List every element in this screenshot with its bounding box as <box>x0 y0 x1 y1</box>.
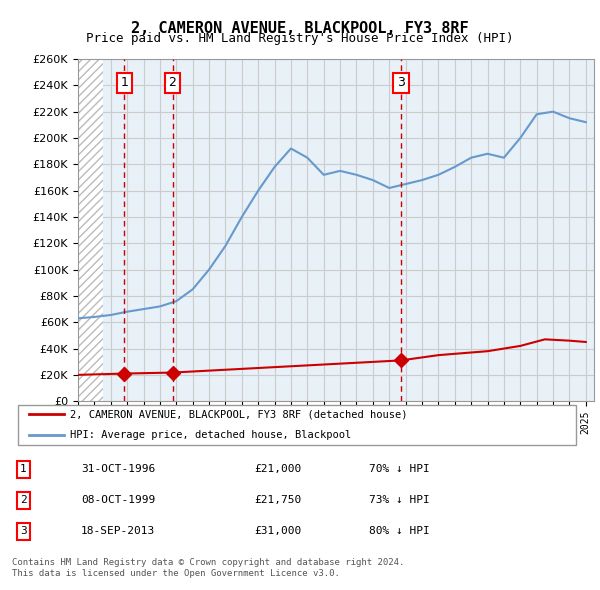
Text: £21,000: £21,000 <box>254 464 301 474</box>
Text: HPI: Average price, detached house, Blackpool: HPI: Average price, detached house, Blac… <box>70 430 351 440</box>
Text: 2: 2 <box>20 496 27 505</box>
Text: 2, CAMERON AVENUE, BLACKPOOL, FY3 8RF (detached house): 2, CAMERON AVENUE, BLACKPOOL, FY3 8RF (d… <box>70 409 407 419</box>
Text: 18-SEP-2013: 18-SEP-2013 <box>81 526 155 536</box>
Bar <box>78 59 103 401</box>
Text: Contains HM Land Registry data © Crown copyright and database right 2024.: Contains HM Land Registry data © Crown c… <box>12 558 404 566</box>
Text: 2, CAMERON AVENUE, BLACKPOOL, FY3 8RF: 2, CAMERON AVENUE, BLACKPOOL, FY3 8RF <box>131 21 469 35</box>
Text: 1: 1 <box>121 77 128 90</box>
Text: 2: 2 <box>169 77 176 90</box>
FancyBboxPatch shape <box>18 405 577 445</box>
Text: 70% ↓ HPI: 70% ↓ HPI <box>369 464 430 474</box>
Text: 08-OCT-1999: 08-OCT-1999 <box>81 496 155 505</box>
Text: 73% ↓ HPI: 73% ↓ HPI <box>369 496 430 505</box>
Text: 31-OCT-1996: 31-OCT-1996 <box>81 464 155 474</box>
Text: This data is licensed under the Open Government Licence v3.0.: This data is licensed under the Open Gov… <box>12 569 340 578</box>
Text: 80% ↓ HPI: 80% ↓ HPI <box>369 526 430 536</box>
Text: 3: 3 <box>20 526 27 536</box>
Text: Price paid vs. HM Land Registry's House Price Index (HPI): Price paid vs. HM Land Registry's House … <box>86 32 514 45</box>
Text: 1: 1 <box>20 464 27 474</box>
Text: £21,750: £21,750 <box>254 496 301 505</box>
Text: £31,000: £31,000 <box>254 526 301 536</box>
Text: 3: 3 <box>397 77 405 90</box>
